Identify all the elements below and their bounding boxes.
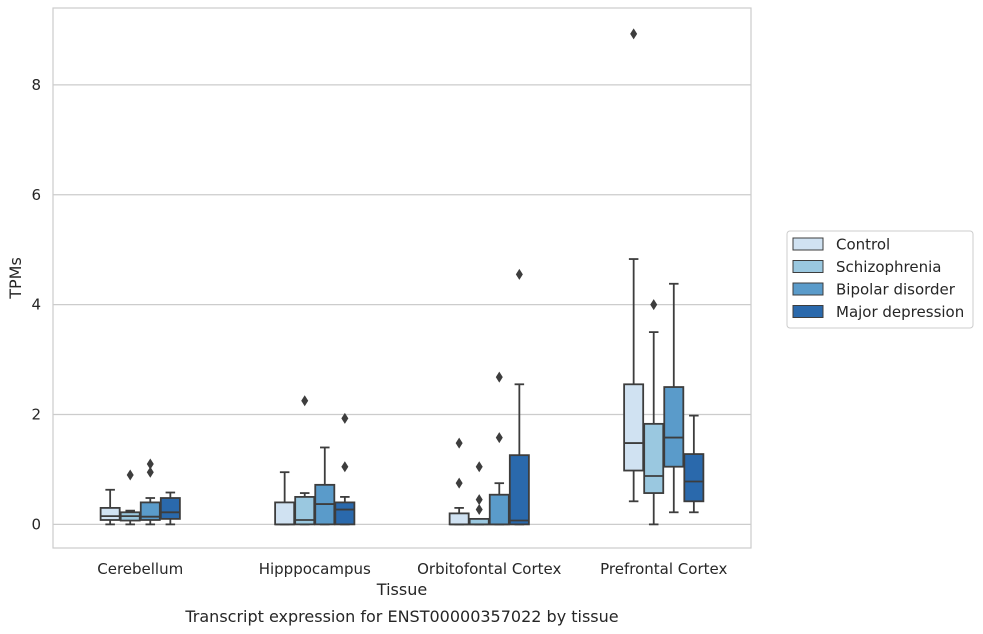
y-tick-label: 4: [31, 296, 41, 314]
legend-label: Control: [836, 236, 890, 254]
outlier-point: [146, 466, 154, 478]
box-2-1: [314, 446, 336, 526]
box-3-2: [508, 268, 530, 526]
legend-swatch: [792, 305, 824, 318]
x-axis-label: Tissue: [376, 580, 427, 599]
box-iqr: [508, 454, 530, 526]
box-1-2: [468, 461, 490, 526]
outlier-point: [146, 458, 154, 470]
box-iqr: [683, 453, 705, 503]
y-tick-label: 6: [31, 186, 41, 204]
box-iqr: [334, 501, 356, 526]
box-3-0: [159, 491, 181, 526]
outlier-point: [515, 268, 523, 280]
outlier-point: [475, 504, 483, 516]
box-0-3: [623, 28, 645, 503]
outlier-point: [495, 432, 503, 444]
box-1-0: [119, 469, 141, 526]
box-0-1: [274, 471, 296, 526]
box-iqr: [274, 501, 296, 526]
outlier-point: [126, 469, 134, 481]
legend-label: Bipolar disorder: [836, 281, 956, 299]
box-2-2: [488, 371, 510, 526]
box-iqr: [159, 497, 181, 520]
outlier-point: [341, 412, 349, 424]
y-axis-label: TPMs: [6, 257, 25, 300]
box-2-3: [663, 282, 685, 514]
outlier-point: [475, 494, 483, 506]
box-iqr: [643, 422, 665, 494]
chart-caption: Transcript expression for ENST0000035702…: [184, 607, 618, 626]
box-iqr: [663, 386, 685, 468]
box-2-0: [139, 458, 161, 526]
outlier-point: [455, 437, 463, 449]
outlier-point: [630, 28, 638, 40]
outlier-point: [301, 395, 309, 407]
legend-swatch: [792, 260, 824, 273]
outlier-point: [650, 299, 658, 311]
box-iqr: [99, 506, 121, 521]
plot-frame: [52, 7, 752, 549]
legend-label: Schizophrenia: [836, 258, 941, 276]
x-tick-label: Orbitofontal Cortex: [417, 560, 561, 578]
legend: Control Schizophrenia Bipolar disorder Majo…: [786, 230, 974, 329]
box-1-1: [294, 395, 316, 526]
box-iqr: [139, 501, 161, 521]
legend-swatch: [792, 237, 824, 251]
box-3-3: [683, 414, 705, 514]
box-iqr: [623, 383, 645, 472]
box-0-0: [99, 488, 121, 526]
y-axis-ticks: 0 2 4 6 8: [31, 76, 41, 533]
y-tick-label: 8: [31, 76, 41, 94]
box-iqr: [448, 512, 470, 526]
box-0-2: [448, 437, 470, 526]
box-3-1: [334, 412, 356, 526]
y-tick-label: 2: [31, 406, 41, 424]
legend-swatch: [792, 282, 824, 296]
x-tick-label: Hipppocampus: [259, 560, 371, 578]
legend-frame: [786, 230, 974, 329]
x-axis-ticks: Cerebellum Hipppocampus Orbitofontal Corte…: [97, 560, 727, 578]
outlier-point: [475, 461, 483, 473]
box-iqr: [488, 493, 510, 526]
x-tick-label: Cerebellum: [97, 560, 183, 578]
outlier-point: [455, 477, 463, 489]
legend-label: Major depression: [836, 303, 964, 321]
y-tick-label: 0: [31, 515, 41, 533]
box-plots: [99, 28, 705, 526]
outlier-point: [495, 371, 503, 383]
outlier-point: [341, 461, 349, 473]
x-tick-label: Prefrontal Cortex: [600, 560, 727, 578]
box-1-3: [643, 299, 665, 526]
box-iqr: [294, 496, 316, 526]
